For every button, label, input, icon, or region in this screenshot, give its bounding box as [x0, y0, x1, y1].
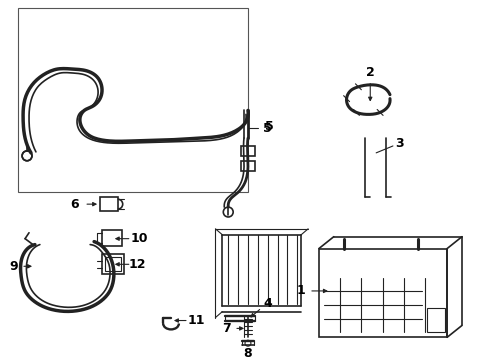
Bar [18, 8, 248, 192]
Bar [102, 255, 123, 274]
Bar [241, 146, 255, 156]
Circle shape [223, 207, 233, 217]
Text: 6: 6 [70, 198, 79, 211]
Text: 4: 4 [263, 297, 272, 310]
Bar [241, 161, 255, 171]
Bar [100, 197, 118, 211]
Bar [319, 248, 447, 337]
Bar [427, 308, 445, 332]
Text: 3: 3 [395, 136, 404, 149]
Text: 12: 12 [129, 258, 146, 271]
Text: 5: 5 [263, 122, 272, 135]
Text: 11: 11 [188, 314, 205, 327]
Text: 2: 2 [366, 67, 375, 80]
Text: 10: 10 [131, 232, 148, 245]
Text: 8: 8 [244, 347, 252, 360]
Circle shape [22, 151, 32, 161]
Bar [105, 257, 121, 271]
Bar [102, 230, 122, 246]
Text: 1: 1 [297, 284, 306, 297]
Text: 7: 7 [222, 322, 231, 335]
Text: 5: 5 [265, 120, 274, 133]
Text: 9: 9 [9, 260, 18, 273]
